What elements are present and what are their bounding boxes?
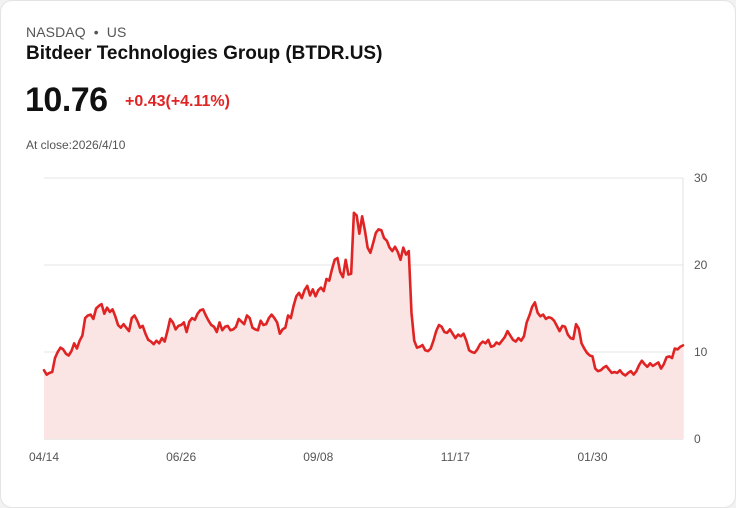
- x-tick-label: 11/17: [441, 450, 470, 464]
- exchange-name: NASDAQ: [26, 24, 86, 40]
- separator-dot: •: [93, 24, 99, 40]
- y-tick-label: 20: [694, 258, 708, 272]
- y-tick-label: 30: [694, 171, 708, 185]
- price-chart[interactable]: 0 10 20 30 04/14 06/26 09/08 11/17 01/30: [1, 161, 735, 471]
- price-change: +0.43(+4.11%): [125, 93, 230, 110]
- x-axis: 04/14 06/26 09/08 11/17 01/30: [29, 450, 608, 464]
- close-date: At close:2026/4/10: [26, 138, 126, 152]
- last-price: 10.76: [25, 81, 108, 119]
- y-axis: 0 10 20 30: [694, 171, 708, 446]
- x-tick-label: 06/26: [166, 450, 196, 464]
- y-tick-label: 10: [694, 345, 708, 359]
- x-tick-label: 04/14: [29, 450, 59, 464]
- x-tick-label: 09/08: [303, 450, 333, 464]
- exchange-line: NASDAQ • US: [26, 24, 126, 40]
- price-line[interactable]: [42, 211, 685, 377]
- market-name: US: [106, 24, 127, 40]
- y-tick-label: 0: [694, 432, 701, 446]
- stock-title: Bitdeer Technologies Group (BTDR.US): [26, 43, 383, 64]
- price-area: [44, 212, 683, 439]
- x-tick-label: 01/30: [577, 450, 607, 464]
